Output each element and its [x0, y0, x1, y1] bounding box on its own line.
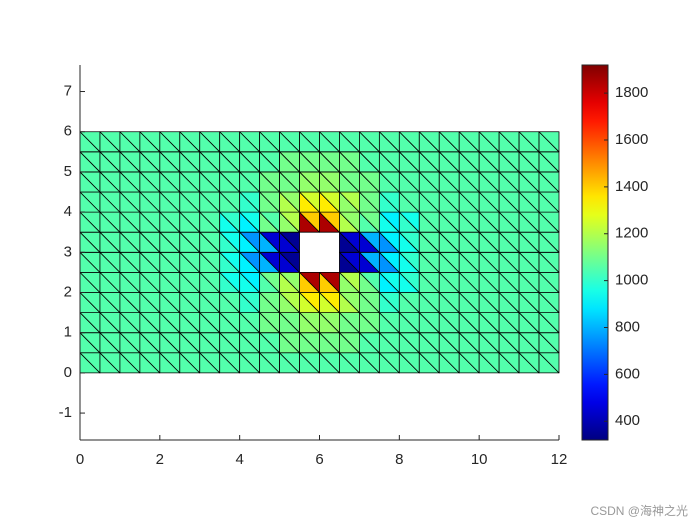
- colorbar-tick-label: 1000: [615, 272, 648, 289]
- y-tick-label: 7: [64, 82, 72, 99]
- colorbar-tick-label: 600: [615, 365, 640, 382]
- x-tick-label: 6: [315, 451, 323, 468]
- y-tick-label: 6: [64, 123, 72, 140]
- y-tick-label: 4: [64, 203, 72, 220]
- y-tick-label: 3: [64, 243, 72, 260]
- watermark: CSDN @海神之光: [590, 503, 688, 518]
- y-tick-label: -1: [59, 404, 72, 421]
- y-tick-label: 0: [64, 364, 72, 381]
- x-tick-label: 8: [395, 451, 403, 468]
- colorbar-tick-label: 1400: [615, 178, 648, 195]
- colorbar-tick-label: 1200: [615, 225, 648, 242]
- colorbar-tick-label: 1600: [615, 131, 648, 148]
- colorbar-tick-label: 1800: [615, 84, 648, 101]
- colorbar-tick-label: 400: [615, 412, 640, 429]
- y-tick-label: 5: [64, 163, 72, 180]
- x-tick-label: 2: [156, 451, 164, 468]
- x-tick-label: 4: [235, 451, 243, 468]
- y-tick-label: 2: [64, 283, 72, 300]
- x-tick-label: 0: [76, 451, 84, 468]
- mesh-triangle: [538, 131, 560, 153]
- colorbar: [581, 64, 609, 441]
- y-tick-label: 1: [64, 324, 72, 341]
- x-tick-label: 12: [551, 451, 568, 468]
- colorbar-tick-label: 800: [615, 318, 640, 335]
- x-tick-label: 10: [471, 451, 488, 468]
